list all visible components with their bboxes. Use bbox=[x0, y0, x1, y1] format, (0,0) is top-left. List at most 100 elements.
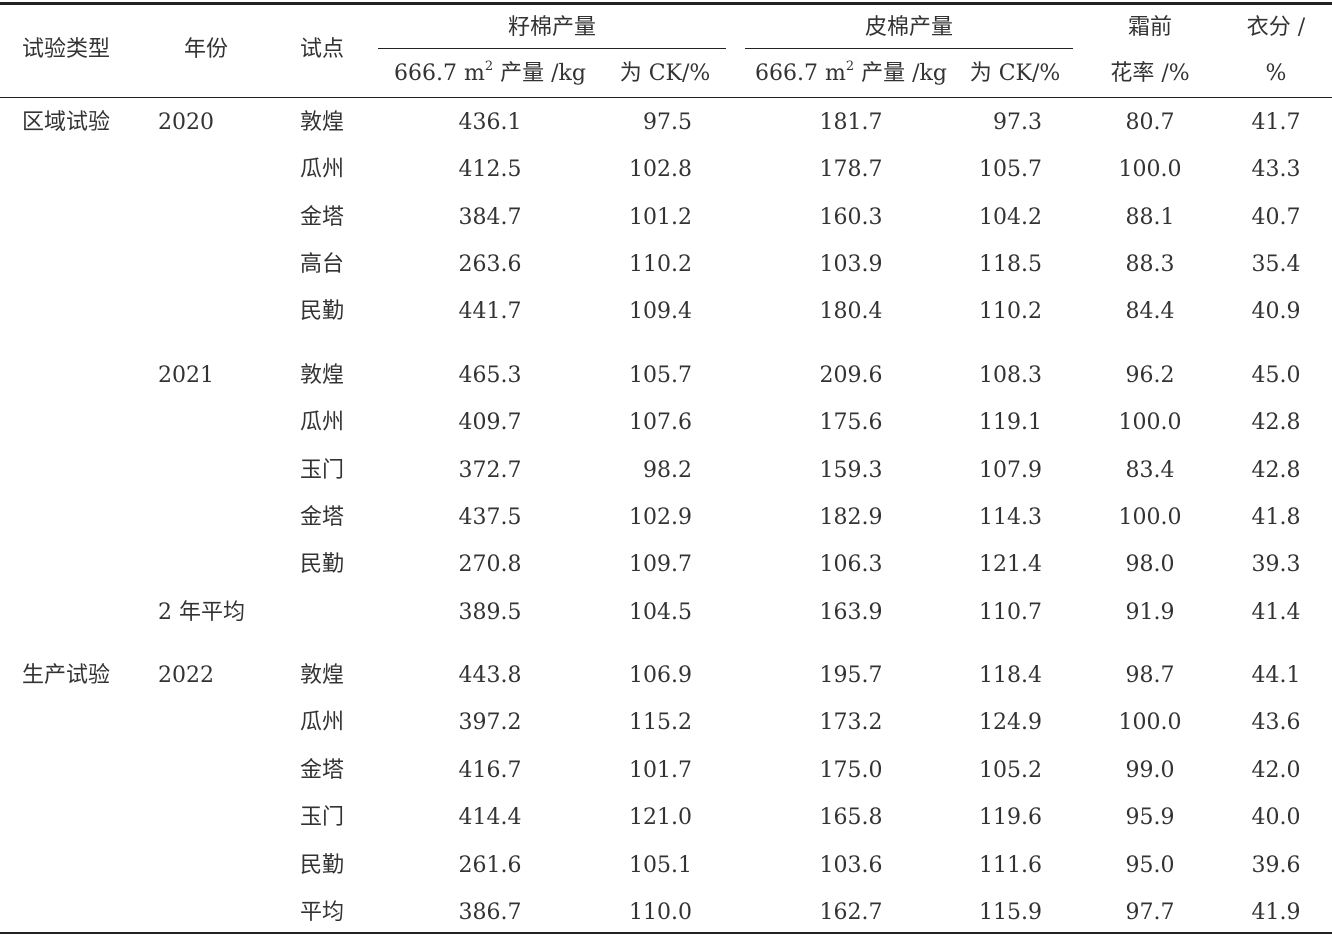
lint-yield-cell: 165.8 bbox=[819, 805, 883, 830]
site-cell: 敦煌 bbox=[300, 663, 345, 688]
lint-ck-cell: 97.3 bbox=[993, 110, 1042, 135]
seed-ck-cell: 105.7 bbox=[629, 363, 692, 388]
header-lint-yield: 666.7 m2 产量 /kg bbox=[755, 60, 947, 88]
header-lint-pct-line2: % bbox=[1265, 61, 1287, 86]
seed-yield-cell: 436.1 bbox=[458, 110, 522, 135]
trial-type-cell: 生产试验 bbox=[22, 663, 111, 688]
lint-yield-cell: 106.3 bbox=[819, 552, 883, 577]
trial-type-cell: 区域试验 bbox=[22, 110, 111, 135]
lint-pct-cell: 40.7 bbox=[1251, 205, 1301, 230]
lint-yield-cell: 178.7 bbox=[819, 157, 883, 182]
seed-yield-cell: 389.5 bbox=[458, 600, 522, 625]
seed-yield-cell: 416.7 bbox=[458, 758, 522, 783]
seed-yield-cell: 386.7 bbox=[458, 900, 522, 925]
header-lint-ck: 为 CK/% bbox=[969, 61, 1061, 86]
lint-pct-cell: 44.1 bbox=[1251, 663, 1301, 688]
site-cell: 高台 bbox=[300, 252, 345, 277]
site-cell: 民勤 bbox=[300, 853, 345, 878]
lint-yield-cell: 175.0 bbox=[819, 758, 883, 783]
seed-ck-cell: 121.0 bbox=[629, 805, 692, 830]
site-cell: 玉门 bbox=[300, 458, 345, 483]
lint-pct-cell: 40.0 bbox=[1251, 805, 1301, 830]
header-frost-line2: 花率 /% bbox=[1110, 61, 1190, 86]
lint-ck-cell: 124.9 bbox=[979, 710, 1042, 735]
site-cell: 敦煌 bbox=[300, 110, 345, 135]
site-cell: 金塔 bbox=[300, 205, 345, 230]
frost-rate-cell: 97.7 bbox=[1125, 900, 1175, 925]
lint-ck-cell: 121.4 bbox=[979, 552, 1042, 577]
lint-ck-cell: 105.2 bbox=[979, 758, 1042, 783]
frost-rate-cell: 91.9 bbox=[1125, 600, 1175, 625]
seed-yield-cell: 412.5 bbox=[458, 157, 522, 182]
header-seed-yield-pre: 666.7 m bbox=[394, 61, 485, 86]
frost-rate-cell: 83.4 bbox=[1125, 458, 1175, 483]
header-lint-yield-post: 产量 /kg bbox=[854, 61, 947, 86]
seed-yield-cell: 409.7 bbox=[458, 410, 522, 435]
lint-pct-cell: 42.8 bbox=[1251, 410, 1301, 435]
header-site: 试点 bbox=[300, 37, 345, 62]
lint-ck-cell: 119.6 bbox=[979, 805, 1042, 830]
header-trial-type: 试验类型 bbox=[22, 37, 111, 62]
frost-rate-cell: 95.0 bbox=[1125, 853, 1175, 878]
lint-ck-cell: 104.2 bbox=[979, 205, 1042, 230]
lint-yield-cell: 182.9 bbox=[819, 505, 883, 530]
lint-yield-cell: 160.3 bbox=[819, 205, 883, 230]
site-cell: 敦煌 bbox=[300, 363, 345, 388]
lint-yield-cell: 181.7 bbox=[819, 110, 883, 135]
seed-ck-cell: 102.8 bbox=[629, 157, 692, 182]
lint-yield-cell: 175.6 bbox=[819, 410, 883, 435]
year-cell: 2021 bbox=[158, 363, 214, 388]
header-lint-yield-pre: 666.7 m bbox=[755, 61, 846, 86]
frost-rate-cell: 100.0 bbox=[1118, 157, 1182, 182]
site-cell: 民勤 bbox=[300, 299, 345, 324]
header-seed-yield: 666.7 m2 产量 /kg bbox=[394, 60, 586, 88]
year-cell: 2020 bbox=[158, 110, 214, 135]
lint-yield-cell: 103.9 bbox=[819, 252, 883, 277]
lint-ck-cell: 110.2 bbox=[979, 299, 1042, 324]
lint-ck-cell: 107.9 bbox=[979, 458, 1042, 483]
seed-ck-cell: 105.1 bbox=[629, 853, 692, 878]
seed-ck-cell: 104.5 bbox=[629, 600, 692, 625]
seed-ck-cell: 115.2 bbox=[629, 710, 692, 735]
seed-ck-cell: 109.7 bbox=[629, 552, 692, 577]
frost-rate-cell: 98.7 bbox=[1125, 663, 1175, 688]
lint-ck-cell: 114.3 bbox=[979, 505, 1042, 530]
site-cell: 瓜州 bbox=[300, 410, 345, 435]
frost-rate-cell: 88.3 bbox=[1125, 252, 1175, 277]
lint-pct-cell: 43.6 bbox=[1251, 710, 1301, 735]
seed-yield-cell: 397.2 bbox=[458, 710, 522, 735]
site-cell: 玉门 bbox=[300, 805, 345, 830]
seed-ck-cell: 110.0 bbox=[629, 900, 692, 925]
lint-pct-cell: 41.4 bbox=[1251, 600, 1301, 625]
seed-yield-cell: 261.6 bbox=[458, 853, 522, 878]
header-lint-pct-line1: 衣分 / bbox=[1246, 15, 1306, 40]
lint-ck-cell: 110.7 bbox=[979, 600, 1042, 625]
year-cell: 2022 bbox=[158, 663, 214, 688]
lint-ck-cell: 118.5 bbox=[979, 252, 1042, 277]
seed-yield-cell: 372.7 bbox=[458, 458, 522, 483]
frost-rate-cell: 99.0 bbox=[1125, 758, 1175, 783]
lint-pct-cell: 45.0 bbox=[1251, 363, 1301, 388]
lint-yield-cell: 159.3 bbox=[819, 458, 883, 483]
lint-pct-cell: 43.3 bbox=[1251, 157, 1301, 182]
lint-yield-cell: 180.4 bbox=[819, 299, 883, 324]
frost-rate-cell: 80.7 bbox=[1125, 110, 1175, 135]
seed-yield-cell: 263.6 bbox=[458, 252, 522, 277]
seed-yield-cell: 437.5 bbox=[458, 505, 522, 530]
lint-ck-cell: 111.6 bbox=[979, 853, 1042, 878]
site-cell: 平均 bbox=[300, 900, 345, 925]
seed-yield-cell: 465.3 bbox=[458, 363, 522, 388]
lint-ck-cell: 105.7 bbox=[979, 157, 1042, 182]
header-rule bbox=[0, 97, 1332, 98]
seed-yield-cell: 384.7 bbox=[458, 205, 522, 230]
frost-rate-cell: 96.2 bbox=[1125, 363, 1175, 388]
header-seed-yield-post: 产量 /kg bbox=[493, 61, 586, 86]
seed-ck-cell: 101.2 bbox=[629, 205, 692, 230]
header-seed-ck: 为 CK/% bbox=[619, 61, 711, 86]
frost-rate-cell: 100.0 bbox=[1118, 505, 1182, 530]
header-seed-group: 籽棉产量 bbox=[507, 15, 597, 40]
site-cell: 金塔 bbox=[300, 758, 345, 783]
site-cell: 瓜州 bbox=[300, 157, 345, 182]
year-cell: 2 年平均 bbox=[158, 600, 245, 625]
